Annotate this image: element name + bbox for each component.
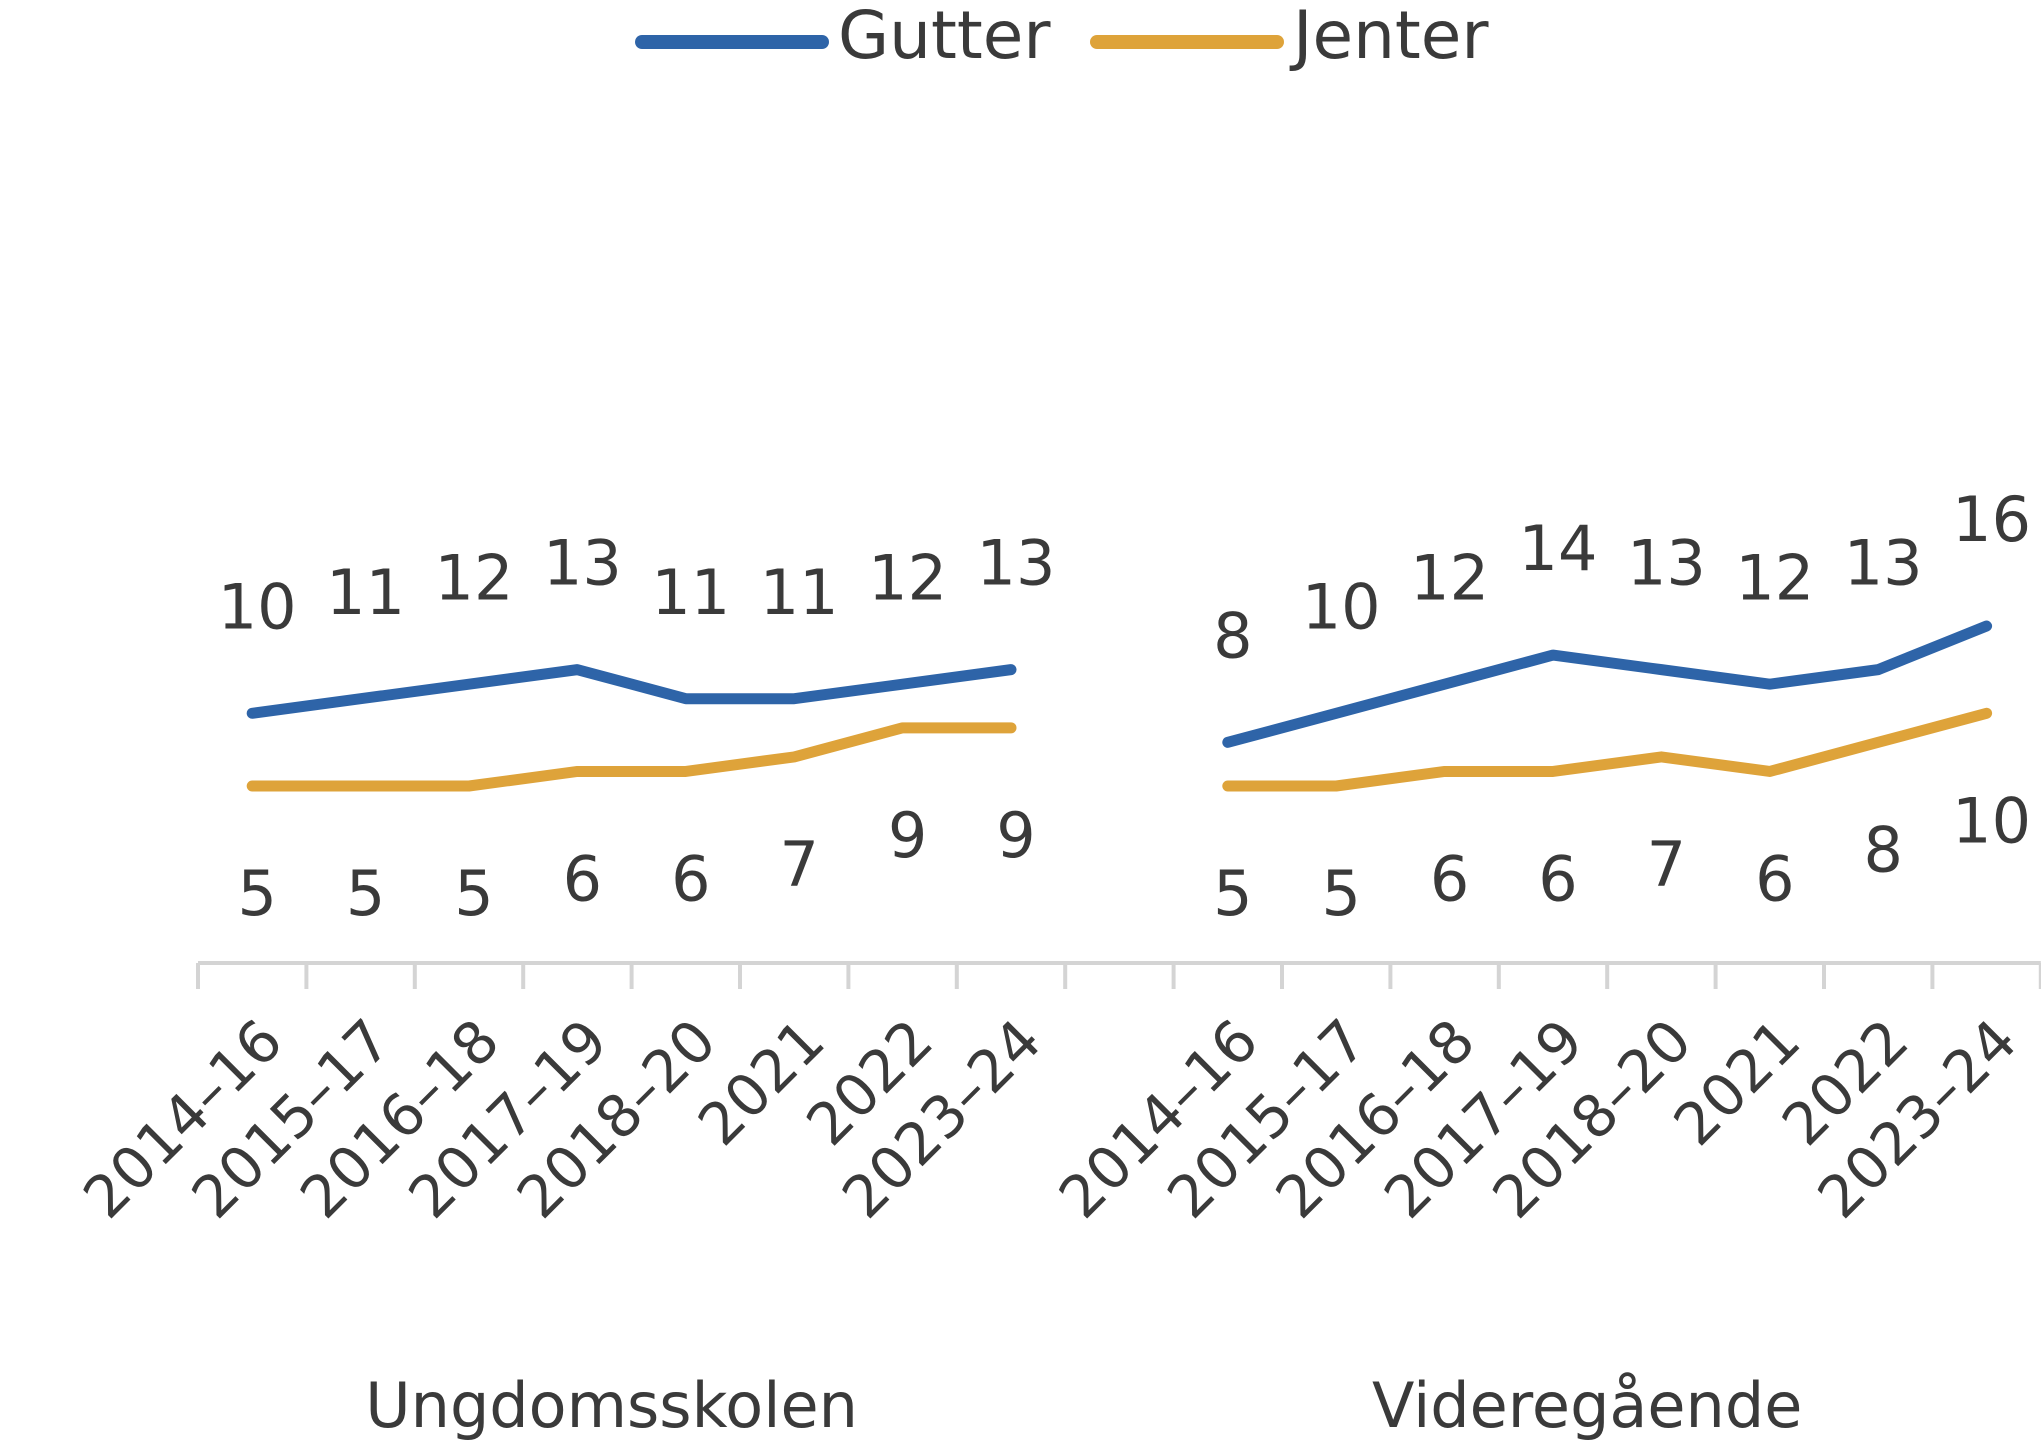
data-label: 6 — [1538, 843, 1577, 916]
group-label: Videregående — [1372, 1369, 1802, 1442]
data-label: 8 — [1863, 813, 1902, 886]
data-label: 7 — [1647, 828, 1686, 901]
data-label: 10 — [1952, 784, 2031, 857]
data-label: 14 — [1519, 512, 1598, 585]
data-label: 11 — [326, 556, 405, 629]
legend-label: Jenter — [1289, 0, 1489, 74]
data-label: 12 — [1735, 541, 1814, 614]
data-label: 13 — [977, 527, 1056, 600]
data-label: 10 — [1302, 570, 1381, 643]
data-label: 5 — [1213, 857, 1252, 930]
data-label: 6 — [1755, 843, 1794, 916]
data-label: 11 — [651, 556, 730, 629]
data-label: 11 — [760, 556, 839, 629]
data-label: 7 — [779, 828, 818, 901]
series-line — [246, 620, 1993, 748]
data-label: 8 — [1213, 599, 1252, 672]
data-label: 5 — [237, 857, 276, 930]
data-label: 9 — [888, 799, 927, 872]
data-label: 10 — [218, 570, 297, 643]
x-tick-label: 2021 — [1661, 1006, 1813, 1158]
data-label: 5 — [454, 857, 493, 930]
x-tick-label: 2021 — [685, 1006, 837, 1158]
data-label: 13 — [1627, 527, 1706, 600]
series-line — [246, 707, 1993, 792]
data-label: 12 — [868, 541, 947, 614]
data-label: 6 — [563, 843, 602, 916]
data-label: 13 — [543, 527, 622, 600]
data-label: 9 — [996, 799, 1035, 872]
data-label: 16 — [1952, 483, 2031, 556]
group-label: Ungdomsskolen — [365, 1369, 858, 1442]
data-label: 13 — [1844, 527, 1923, 600]
data-label: 12 — [1410, 541, 1489, 614]
data-label: 6 — [1430, 843, 1469, 916]
data-label: 5 — [1321, 857, 1360, 930]
data-label: 5 — [346, 857, 385, 930]
data-label: 12 — [435, 541, 514, 614]
data-label: 6 — [671, 843, 710, 916]
legend-label: Gutter — [838, 0, 1051, 74]
